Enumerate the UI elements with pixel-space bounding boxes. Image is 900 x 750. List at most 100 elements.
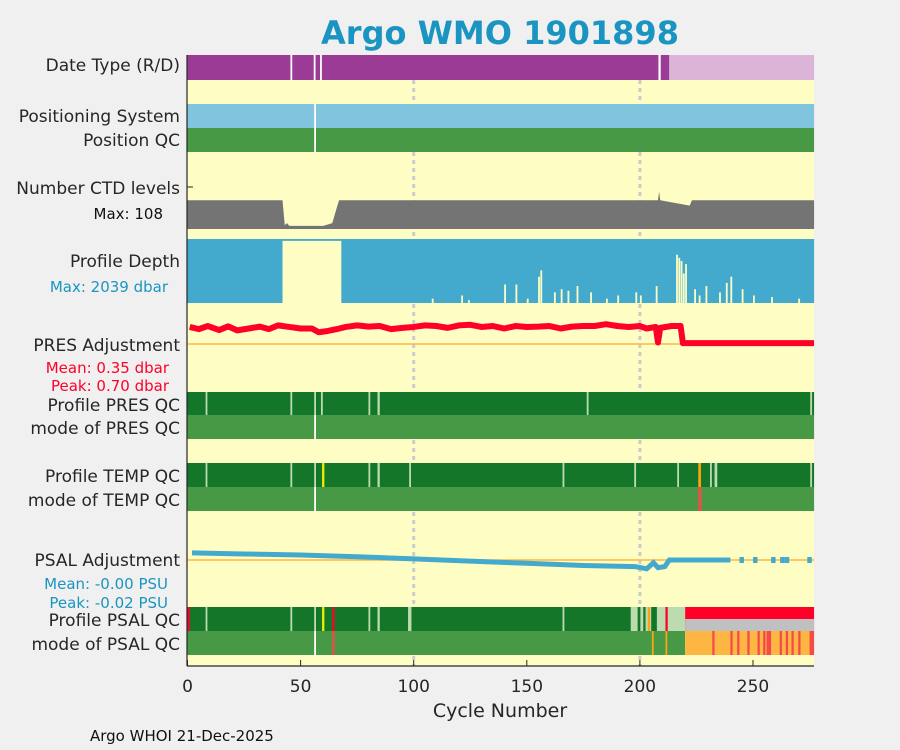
psal-mode-mark bbox=[332, 631, 335, 655]
pres-peak-label: Peak: 0.70 dbar bbox=[51, 377, 170, 395]
x-tick-label: 150 bbox=[511, 677, 543, 697]
depth-spike bbox=[753, 295, 755, 303]
x-axis-label: Cycle Number bbox=[433, 700, 567, 722]
psal-qc-mark bbox=[187, 607, 190, 631]
psal-mode-segment bbox=[187, 631, 686, 655]
depth-spike bbox=[538, 276, 540, 303]
depth-spike bbox=[685, 264, 687, 303]
depth-spike bbox=[741, 289, 744, 303]
depth-spike bbox=[515, 284, 518, 303]
psal-mode-mark bbox=[314, 631, 316, 655]
depth-spike bbox=[682, 273, 685, 303]
pres-mode-mark bbox=[314, 415, 316, 439]
x-tick-label: 200 bbox=[624, 677, 656, 697]
depth-spike bbox=[467, 300, 470, 303]
x-tick-label: 250 bbox=[737, 677, 769, 697]
label-ctd-levels: Number CTD levels bbox=[16, 179, 180, 199]
label-profile-pres-qc: Profile PRES QC bbox=[47, 396, 180, 416]
psal-mode-mark bbox=[763, 631, 766, 655]
psal-qc-mark bbox=[332, 607, 335, 631]
pres-mean-label: Mean: 0.35 dbar bbox=[46, 359, 170, 377]
depth-spike bbox=[617, 295, 620, 303]
temp-qc-mark bbox=[205, 463, 208, 487]
depth-spike bbox=[719, 292, 721, 303]
psal-mode-mark bbox=[747, 631, 750, 655]
label-profile-psal-qc: Profile PSAL QC bbox=[49, 611, 180, 631]
pres-qc-mark bbox=[586, 392, 589, 415]
psal-mode-mark bbox=[712, 631, 715, 655]
psal-qc-mark bbox=[368, 607, 371, 631]
psal-mean-label: Mean: -0.00 PSU bbox=[44, 575, 168, 593]
temp-qc-segment bbox=[187, 463, 815, 487]
pres-qc-mark bbox=[314, 392, 316, 415]
psal-qc-mark bbox=[665, 607, 668, 631]
date-type-mark bbox=[313, 55, 316, 80]
psal-mode-mark bbox=[798, 631, 801, 655]
temp-qc-mark bbox=[562, 463, 565, 487]
label-positioning-system: Positioning System bbox=[19, 107, 180, 127]
chart-marks bbox=[187, 55, 815, 655]
depth-bar-segment bbox=[187, 239, 283, 303]
depth-spike bbox=[590, 292, 592, 303]
psal-mode-mark bbox=[791, 631, 794, 655]
depth-spike bbox=[725, 282, 728, 303]
psal-mode-mark bbox=[665, 631, 668, 655]
psal-mode-segment bbox=[685, 631, 815, 655]
date-type-mark bbox=[658, 55, 661, 80]
depth-spike bbox=[655, 286, 658, 303]
psal-adjustment-line bbox=[191, 550, 731, 572]
depth-spike bbox=[526, 298, 529, 303]
pres-qc-mark bbox=[290, 392, 293, 415]
psal-adjustment-point bbox=[771, 557, 776, 563]
temp-qc-mark bbox=[714, 463, 718, 487]
psal-qc-mark bbox=[314, 607, 316, 631]
label-mode-pres-qc: mode of PRES QC bbox=[30, 419, 180, 439]
x-tick-label: 100 bbox=[397, 677, 429, 697]
psal-qc-mark bbox=[562, 607, 565, 631]
depth-spike bbox=[771, 297, 773, 303]
psal-mode-mark bbox=[779, 631, 782, 655]
psal-mode-mark bbox=[809, 631, 815, 655]
depth-spike bbox=[576, 286, 579, 303]
psal-qc-mark bbox=[647, 607, 651, 631]
depth-spike bbox=[639, 295, 642, 303]
temp-mode-mark bbox=[314, 487, 316, 511]
pres-qc-mark bbox=[377, 392, 380, 415]
depth-spike bbox=[605, 298, 608, 303]
temp-qc-mark bbox=[322, 463, 325, 487]
depth-spike bbox=[553, 292, 556, 303]
pos-qc-segment bbox=[187, 128, 815, 152]
pos-system-segment bbox=[187, 104, 815, 128]
depth-spike bbox=[560, 289, 563, 303]
depth-spike bbox=[730, 276, 733, 303]
temp-mode-segment bbox=[187, 487, 815, 511]
depth-spike bbox=[678, 257, 681, 303]
psal-mode-mark bbox=[766, 631, 772, 655]
depth-bar-shallow bbox=[282, 239, 342, 241]
ctd-levels-area bbox=[187, 191, 815, 229]
psal-adjustment-point bbox=[807, 557, 812, 563]
psal-qc-sub-segment bbox=[685, 619, 815, 631]
label-mode-temp-qc: mode of TEMP QC bbox=[28, 491, 180, 511]
psal-qc-mark bbox=[651, 607, 657, 631]
temp-qc-mark bbox=[377, 463, 380, 487]
pos-system-mark bbox=[314, 104, 316, 128]
pres-qc-segment bbox=[187, 392, 815, 415]
depth-spike bbox=[694, 289, 696, 303]
psal-mode-mark bbox=[737, 631, 740, 655]
x-tick-label: 0 bbox=[182, 677, 193, 697]
depth-spike bbox=[705, 286, 708, 303]
pres-qc-mark bbox=[810, 392, 813, 415]
temp-qc-mark bbox=[698, 463, 701, 487]
psal-mode-mark bbox=[651, 631, 654, 655]
pres-adjustment-line bbox=[189, 321, 815, 347]
depth-spike bbox=[798, 298, 801, 303]
pres-mode-segment bbox=[187, 415, 815, 439]
date-type-segment bbox=[669, 55, 815, 80]
footer-credit: Argo WHOI 21-Dec-2025 bbox=[90, 727, 274, 745]
temp-qc-mark bbox=[290, 463, 293, 487]
psal-qc-mark bbox=[637, 607, 641, 631]
temp-qc-mark bbox=[409, 463, 411, 487]
temp-qc-mark bbox=[677, 463, 680, 487]
